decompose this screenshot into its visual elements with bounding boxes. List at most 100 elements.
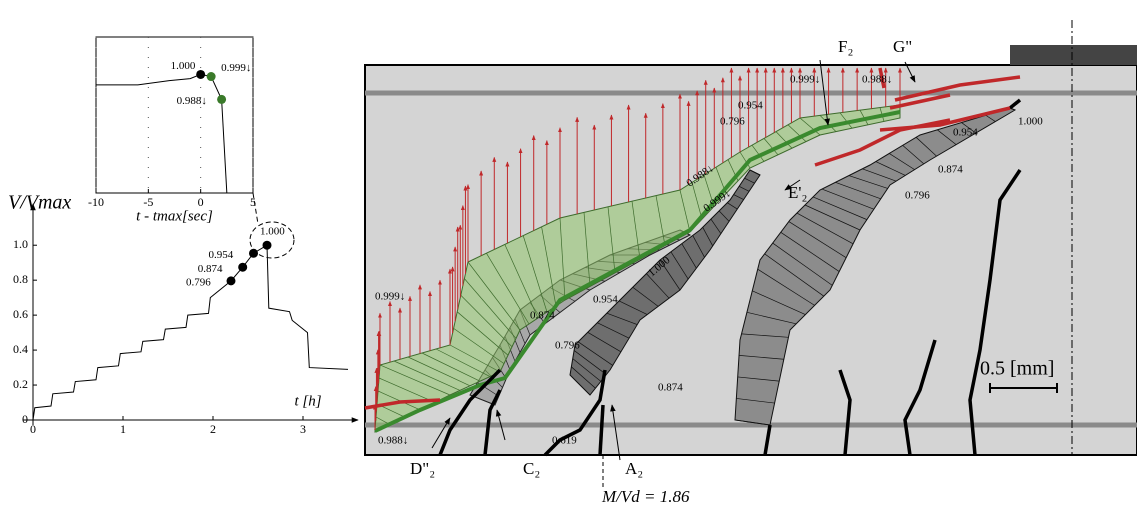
label: F₂	[838, 37, 853, 56]
hatch	[421, 352, 481, 382]
hatch	[710, 218, 722, 234]
hatch	[541, 226, 557, 307]
pointer	[904, 61, 916, 83]
hatch	[741, 333, 789, 338]
crack-layers	[364, 59, 1022, 461]
label: A₂	[625, 459, 643, 478]
y-tick-label: 0	[22, 412, 28, 426]
hatch	[587, 331, 622, 353]
hatch	[453, 328, 505, 364]
label: 0.954	[593, 294, 618, 306]
hatch	[573, 350, 607, 375]
crack	[903, 339, 937, 456]
data-label: 0.874	[198, 263, 223, 275]
hatch	[749, 169, 761, 176]
beam-diagram: F₂ G" 0.999↓ 0.988↓ 0.954 0.796 0.988↓ 0…	[364, 20, 1137, 506]
hatch	[522, 235, 548, 313]
data-point	[238, 262, 248, 272]
hatch	[467, 261, 521, 331]
crack	[968, 169, 1022, 456]
hatch	[961, 122, 976, 134]
hatch	[835, 181, 881, 200]
hatch	[788, 221, 847, 258]
hatch	[618, 300, 648, 315]
label: D"₂	[410, 459, 435, 478]
data-label: 1.000	[260, 226, 285, 238]
hatch	[606, 312, 638, 325]
hatch	[772, 242, 833, 286]
hatch	[702, 227, 714, 247]
hatch	[718, 210, 730, 222]
hatch	[631, 201, 641, 260]
data-label: 0.988↓	[177, 95, 207, 107]
pointer	[784, 179, 801, 191]
label: 0.619	[552, 435, 577, 447]
hatch	[889, 153, 915, 170]
data-point	[206, 72, 216, 82]
label: 0.874	[938, 164, 963, 176]
hatch	[655, 195, 666, 246]
charts: 0 1 2 3 0 0.2 0.4 0.6 0.8 1.0 t [h] V/Vmax 0.7960.87…	[8, 36, 359, 436]
crack	[543, 369, 607, 457]
hatch	[464, 278, 517, 339]
hatch	[691, 182, 703, 220]
hatch	[559, 217, 566, 301]
red-crack	[814, 118, 951, 167]
crack	[438, 368, 502, 456]
hatch	[839, 112, 853, 129]
label: C₂	[523, 459, 540, 478]
hatch	[875, 161, 906, 176]
label: 0.988↓	[378, 435, 408, 447]
pointer	[431, 417, 451, 449]
label: 0.796	[720, 116, 745, 128]
hatch	[738, 186, 750, 192]
hatch	[799, 117, 821, 136]
hatch	[737, 376, 780, 382]
hatch	[734, 419, 771, 426]
label: 0.796	[905, 190, 930, 202]
hatch	[746, 311, 797, 325]
crack	[838, 369, 852, 456]
label: 0.874	[658, 382, 683, 394]
hatch	[733, 194, 744, 200]
hatch	[679, 189, 691, 233]
x-tick-label: 1	[120, 422, 126, 436]
hatch	[379, 364, 451, 396]
hatch	[915, 137, 937, 157]
hatch	[739, 355, 784, 360]
zoom-ellipse	[249, 221, 295, 259]
hatch	[597, 322, 630, 339]
hatch	[796, 212, 854, 245]
loading-plate	[1010, 45, 1137, 65]
crack	[598, 404, 605, 456]
hatch	[646, 273, 670, 299]
hatch	[407, 356, 471, 387]
hatch	[780, 232, 840, 272]
hatch	[764, 253, 825, 297]
hatch	[607, 206, 616, 273]
hatch	[681, 243, 697, 269]
hatch	[572, 358, 602, 382]
hatch	[812, 196, 868, 220]
hatch	[763, 138, 779, 156]
hatch	[787, 124, 807, 142]
plot-frame	[95, 36, 254, 194]
data-label: 0.999↓	[221, 62, 251, 74]
x-tick-label: 3	[300, 422, 306, 436]
data-line	[32, 244, 349, 421]
red-crack	[894, 75, 1021, 102]
data-label: 0.796	[186, 276, 211, 288]
hatch	[775, 131, 793, 149]
y-tick-label: 0.8	[13, 272, 28, 286]
hatch	[757, 268, 815, 306]
label: 0.954	[738, 100, 763, 112]
hatch	[571, 366, 596, 389]
label: 0.796	[555, 340, 580, 352]
crack	[483, 389, 502, 456]
red-crack	[889, 93, 951, 110]
data-point	[262, 240, 272, 250]
hatch	[504, 244, 539, 319]
hatch	[486, 253, 530, 325]
crack	[1008, 98, 1022, 110]
